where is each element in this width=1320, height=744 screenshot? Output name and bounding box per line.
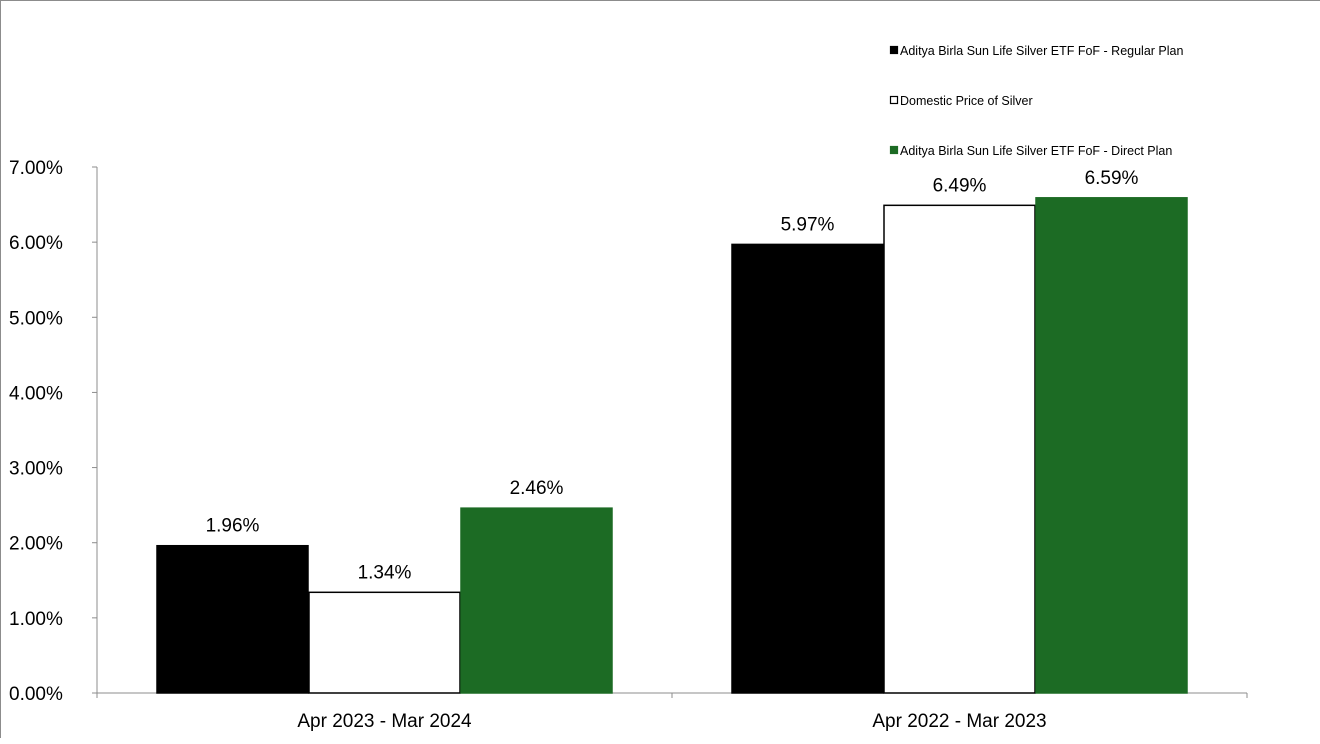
bar	[1035, 197, 1188, 694]
legend-swatch	[889, 45, 899, 55]
x-category-label: Apr 2022 - Mar 2023	[872, 711, 1046, 732]
legend-label: Aditya Birla Sun Life Silver ETF FoF - D…	[900, 144, 1172, 158]
y-tick-label: 1.00%	[9, 609, 63, 630]
legend-label: Domestic Price of Silver	[900, 94, 1033, 108]
bar	[883, 204, 1036, 694]
bar	[156, 544, 309, 694]
chart-data-labels: 1.96% 1.34% 2.46% 5.97% 6.49% 6.59%	[206, 168, 1139, 584]
y-tick-label: 2.00%	[9, 534, 63, 555]
legend-swatch	[889, 95, 899, 105]
y-tick-label: 7.00%	[9, 158, 63, 179]
chart-axes: 0.00% 1.00% 2.00% 3.00% 4.00% 5.00% 6.00% 7.00%…	[9, 158, 1248, 732]
y-tick-label: 0.00%	[9, 684, 63, 705]
bar	[460, 507, 613, 694]
y-tick-label: 5.00%	[9, 308, 63, 329]
bar-data-label: 5.97%	[781, 214, 835, 235]
chart-bars	[156, 197, 1188, 694]
bar-data-label: 2.46%	[510, 478, 564, 499]
y-tick-label: 6.00%	[9, 233, 63, 254]
x-category-label: Apr 2023 - Mar 2024	[297, 711, 472, 732]
y-tick-label: 3.00%	[9, 459, 63, 480]
bar-data-label: 1.34%	[358, 562, 412, 583]
bar	[731, 243, 884, 694]
chart-legend: Aditya Birla Sun Life Silver ETF FoF - R…	[889, 44, 1183, 158]
bar-data-label: 1.96%	[206, 516, 260, 537]
bar	[308, 591, 461, 694]
legend-label: Aditya Birla Sun Life Silver ETF FoF - R…	[900, 44, 1183, 58]
y-tick-label: 4.00%	[9, 383, 63, 404]
bar-data-label: 6.59%	[1085, 168, 1139, 189]
bar-data-label: 6.49%	[933, 175, 987, 196]
legend-swatch	[889, 145, 899, 155]
